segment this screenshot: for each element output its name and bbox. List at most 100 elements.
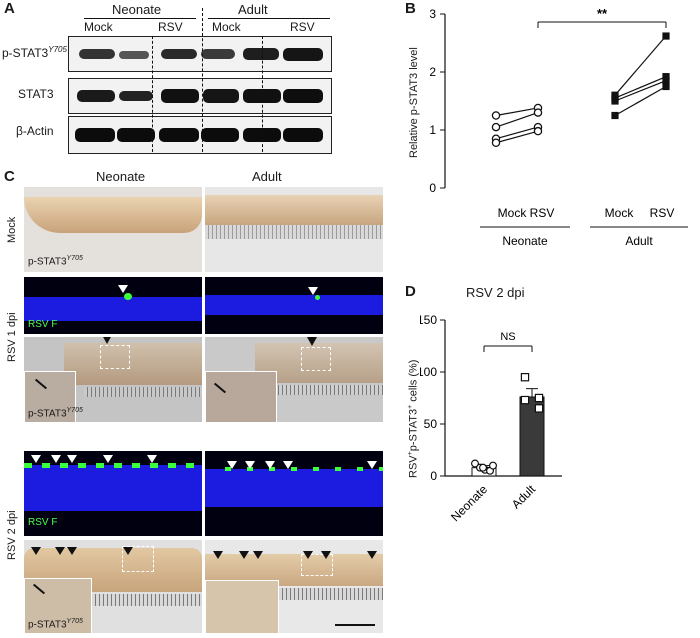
data-point [491,122,501,132]
cartilage-layer [84,387,202,397]
arrowhead-icon [265,461,275,469]
fluor-rsv2-adult [205,451,383,536]
data-point [533,108,543,117]
cond-label-rsv-2: RSV [290,20,315,34]
cartilage-layer [84,594,202,606]
band [161,49,197,59]
y-tick-label: 3 [429,7,436,21]
band [201,49,235,59]
blot-divider-2 [202,8,203,152]
blot-divider-3 [262,36,263,152]
chart-d-title: RSV 2 dpi [466,285,525,300]
micrograph-rsv2-adult [205,540,383,633]
arrowhead-icon [103,455,113,463]
y-tick-label: 1 [429,123,436,137]
band [117,128,155,142]
blot-strip-actin [68,116,332,154]
pair-line [495,112,539,128]
band [119,91,153,101]
inset-region-box [122,546,154,572]
data-point [662,73,670,81]
category-label: RSV [650,206,675,220]
cartilage-layer [275,385,383,395]
pair-line [495,126,539,140]
chart-d: 0 50 100 150 Neonate Adult NS [420,313,562,524]
band [75,128,115,142]
stain-label: p-STAT3Y705 [28,407,83,420]
data-point [470,459,479,468]
group-label-neonate: Neonate [112,2,162,17]
band [283,128,323,142]
band [243,48,279,60]
rsv-f-signal [315,295,320,300]
pair-line [495,130,539,144]
band [203,89,239,103]
micrograph-rsv1-adult [205,337,383,422]
inset-magnified [205,580,279,633]
panel-c-label: C [4,168,15,185]
arrowhead-icon [31,547,41,555]
band [119,51,149,59]
rsv-f-signal [124,293,132,300]
arrowhead-icon [118,285,128,293]
nuclei-layer [205,295,383,315]
arrowhead-icon [102,337,112,344]
row-label-actin: β-Actin [16,124,54,138]
arrowhead-icon [367,461,377,469]
pair-line [614,80,667,102]
data-point [662,77,670,85]
blot-divider-1 [152,36,153,152]
row-label-stat3: STAT3 [18,87,54,101]
chart-d-ylabel: RSV+p-STAT3+ cells (%) [407,359,420,478]
rsv-f-signal [225,467,383,471]
scale-bar [335,624,375,626]
arrowhead-icon [321,551,331,559]
data-point [534,404,544,413]
group-line-adult [208,18,330,19]
fluor-rsv2-neonate: RSV F [24,451,202,536]
arrowhead-icon [253,551,263,559]
y-tick-label: 0 [430,469,437,483]
cond-label-mock-1: Mock [84,20,113,34]
blot-strip-pstat3 [68,36,332,72]
fluor-label: RSV F [28,517,58,528]
nuclei-layer [24,465,202,511]
tissue-layer [205,195,383,225]
arrowhead-icon [67,547,77,555]
y-tick-label: 150 [420,313,437,327]
fluor-label: RSV F [28,319,58,330]
arrowhead-icon [307,337,317,346]
data-point [611,97,619,105]
data-point [488,461,497,470]
y-tick-label: 0 [429,181,436,195]
micrograph-mock-neonate: p-STAT3Y705 [24,187,202,272]
cartilage-layer [205,225,383,239]
cond-label-rsv-1: RSV [158,20,183,34]
band [283,48,323,61]
arrowhead-icon [227,461,237,469]
row-label-pstat3: p-STAT3Y705 [2,45,67,60]
category-label: RSV [530,206,555,220]
panel-d-label: D [405,283,416,300]
y-tick-label: 2 [429,65,436,79]
band [283,89,323,103]
data-point [611,111,619,120]
arrowhead-icon [213,551,223,559]
tissue-layer [24,197,202,233]
micrograph-rsv2-neonate: p-STAT3Y705 [24,540,202,633]
tissue-layer [64,343,202,385]
rsv-f-signal [24,463,202,468]
cartilage-layer [275,588,383,600]
arrowhead-icon [51,455,61,463]
arrowhead-icon [303,551,313,559]
arrowhead-icon [239,551,249,559]
arrowhead-icon [367,551,377,559]
pair-line [495,107,539,117]
data-point [478,463,487,472]
band [161,89,199,103]
category-label: Adult [509,482,539,512]
data-point [491,138,501,148]
significance-label: NS [500,331,515,343]
